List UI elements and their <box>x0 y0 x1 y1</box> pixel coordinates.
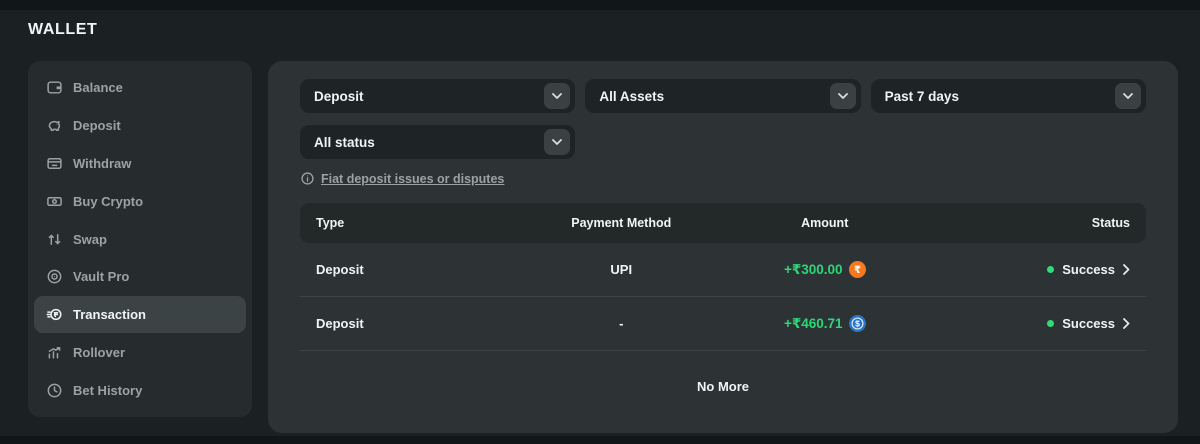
table-row[interactable]: Deposit UPI +₹300.00 ₹ Success <box>300 243 1146 297</box>
table-header-row: Type Payment Method Amount Status <box>300 203 1146 243</box>
wallet-icon <box>46 79 63 96</box>
sidebar-item-rollover[interactable]: Rollover <box>34 333 246 371</box>
sidebar-item-deposit[interactable]: Deposit <box>34 107 246 145</box>
inr-coin-icon: ₹ <box>848 261 866 278</box>
sidebar-item-label: Rollover <box>73 344 126 360</box>
banknote-icon <box>46 193 63 210</box>
transaction-table: Type Payment Method Amount Status Deposi… <box>300 203 1146 421</box>
sidebar-item-balance[interactable]: Balance <box>34 69 246 107</box>
filter-row-1: Deposit All Assets Past 7 days <box>300 79 1146 113</box>
chevron-down-icon[interactable] <box>544 129 571 155</box>
cell-amount: +₹300.00 ₹ <box>723 261 927 278</box>
fiat-dispute-row: Fiat deposit issues or disputes <box>300 171 1146 186</box>
sidebar-item-buy-crypto[interactable]: Buy Crypto <box>34 182 246 220</box>
sidebar-item-label: Vault Pro <box>73 269 130 285</box>
sidebar-item-label: Swap <box>73 231 107 247</box>
success-dot-icon <box>1047 266 1055 273</box>
transaction-panel: Deposit All Assets Past 7 days All s <box>268 61 1178 433</box>
dropdown-value: All Assets <box>599 88 665 104</box>
usdc-coin-icon: $ <box>848 315 866 332</box>
svg-text:$: $ <box>855 319 860 329</box>
svg-text:₹: ₹ <box>854 265 861 276</box>
fiat-dispute-link[interactable]: Fiat deposit issues or disputes <box>321 171 505 186</box>
chevron-down-icon[interactable] <box>1115 83 1141 109</box>
asset-dropdown[interactable]: All Assets <box>585 79 861 113</box>
status-label: Success <box>1062 262 1115 277</box>
vault-disc-icon <box>46 268 63 285</box>
period-dropdown[interactable]: Past 7 days <box>870 79 1146 113</box>
column-header-payment-method: Payment Method <box>571 216 672 230</box>
chevron-right-icon <box>1123 264 1130 275</box>
dropdown-value: Past 7 days <box>884 88 959 104</box>
cell-type: Deposit <box>316 316 364 331</box>
column-header-status: Status <box>1091 216 1130 230</box>
transaction-type-dropdown[interactable]: Deposit <box>300 79 576 113</box>
sidebar-item-label: Balance <box>73 80 123 96</box>
filter-row-2: All status <box>300 125 1146 159</box>
wallet-layout: Balance Deposit Withdraw Buy Crypto Swap <box>0 61 1200 433</box>
coin-transaction-icon <box>46 306 63 323</box>
sidebar-item-vault-pro[interactable]: Vault Pro <box>34 258 246 296</box>
sidebar-item-withdraw[interactable]: Withdraw <box>34 145 246 183</box>
wallet-sidebar: Balance Deposit Withdraw Buy Crypto Swap <box>28 61 252 417</box>
dropdown-value: All status <box>314 134 375 150</box>
bottom-strip <box>0 436 1200 444</box>
sidebar-item-label: Deposit <box>73 118 121 134</box>
cell-status: Success <box>927 316 1131 331</box>
column-header-amount: Amount <box>801 216 849 230</box>
swap-arrows-icon <box>46 231 63 248</box>
dropdown-value: Deposit <box>314 88 364 104</box>
piggy-bank-icon <box>46 117 63 134</box>
chevron-down-icon[interactable] <box>544 83 571 109</box>
table-row[interactable]: Deposit - +₹460.71 $ Success <box>300 297 1146 351</box>
column-header-type: Type <box>316 216 345 230</box>
cell-type: Deposit <box>316 262 364 277</box>
chevron-right-icon <box>1123 318 1130 329</box>
sidebar-item-swap[interactable]: Swap <box>34 220 246 258</box>
sidebar-item-label: Bet History <box>73 382 143 398</box>
clock-icon <box>46 382 63 399</box>
sidebar-item-label: Buy Crypto <box>73 193 144 209</box>
sidebar-item-label: Withdraw <box>73 155 132 171</box>
status-dropdown[interactable]: All status <box>300 125 576 159</box>
sidebar-item-bet-history[interactable]: Bet History <box>34 371 246 409</box>
cell-payment-method: UPI <box>610 262 633 277</box>
chevron-down-icon[interactable] <box>829 83 856 109</box>
top-strip <box>0 0 1200 10</box>
no-more-indicator: No More <box>697 378 749 394</box>
success-dot-icon <box>1047 320 1055 327</box>
status-label: Success <box>1062 316 1115 331</box>
cell-payment-method: - <box>619 316 624 331</box>
sidebar-item-label: Transaction <box>73 307 146 323</box>
bar-chart-icon <box>46 344 63 361</box>
sidebar-item-transaction[interactable]: Transaction <box>34 295 246 334</box>
info-icon <box>300 171 315 186</box>
cell-amount: +₹460.71 $ <box>723 315 927 332</box>
withdraw-icon <box>46 155 63 172</box>
cell-status: Success <box>927 262 1131 277</box>
page-title: WALLET <box>28 21 98 38</box>
